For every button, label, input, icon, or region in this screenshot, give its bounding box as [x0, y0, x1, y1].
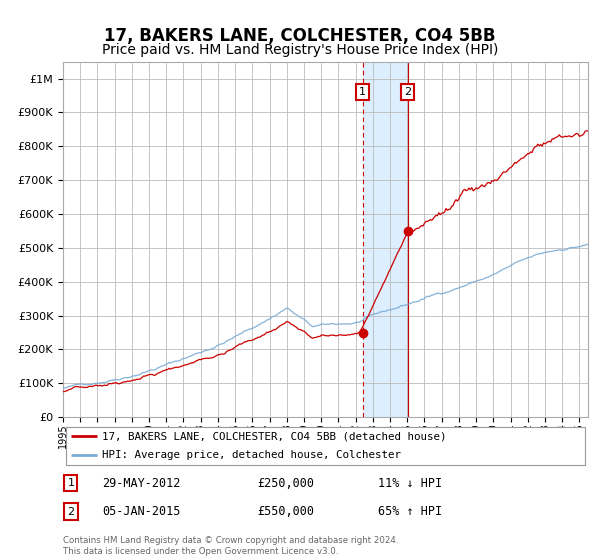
Text: 1: 1 — [359, 87, 366, 97]
Text: 29-MAY-2012: 29-MAY-2012 — [103, 477, 181, 490]
Text: 11% ↓ HPI: 11% ↓ HPI — [378, 477, 442, 490]
Text: 65% ↑ HPI: 65% ↑ HPI — [378, 505, 442, 518]
Text: 2: 2 — [67, 507, 74, 516]
Text: 17, BAKERS LANE, COLCHESTER, CO4 5BB (detached house): 17, BAKERS LANE, COLCHESTER, CO4 5BB (de… — [103, 432, 447, 441]
Text: £550,000: £550,000 — [257, 505, 314, 518]
Text: HPI: Average price, detached house, Colchester: HPI: Average price, detached house, Colc… — [103, 450, 401, 460]
Text: 05-JAN-2015: 05-JAN-2015 — [103, 505, 181, 518]
Text: Contains HM Land Registry data © Crown copyright and database right 2024.
This d: Contains HM Land Registry data © Crown c… — [63, 536, 398, 556]
Bar — [362, 62, 407, 417]
Text: 2: 2 — [404, 87, 411, 97]
Text: 17, BAKERS LANE, COLCHESTER, CO4 5BB: 17, BAKERS LANE, COLCHESTER, CO4 5BB — [104, 27, 496, 45]
Text: 1: 1 — [67, 478, 74, 488]
Text: Price paid vs. HM Land Registry's House Price Index (HPI): Price paid vs. HM Land Registry's House … — [102, 43, 498, 57]
FancyBboxPatch shape — [65, 427, 586, 465]
Text: £250,000: £250,000 — [257, 477, 314, 490]
